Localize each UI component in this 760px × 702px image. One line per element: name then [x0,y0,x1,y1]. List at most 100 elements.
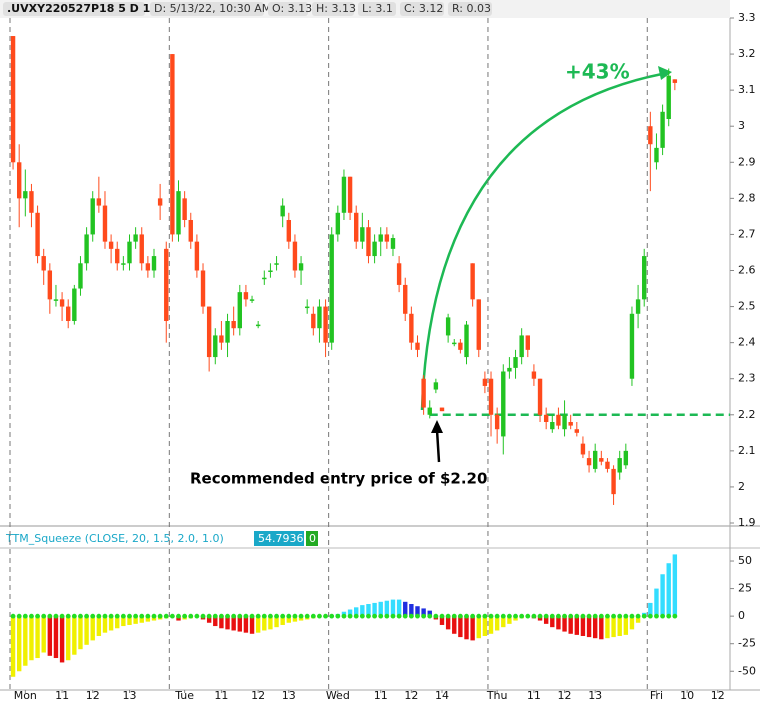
candle-body [537,378,543,415]
squeeze-dot [598,613,604,619]
squeeze-dot [41,613,47,619]
candle-body [139,234,144,264]
momentum-bar [648,602,653,617]
y-tick-label: 2.7 [738,227,756,240]
squeeze-dot [629,613,635,619]
squeeze-dot [261,613,267,619]
candle-body [525,335,530,350]
x-tick-label: Tue [174,689,194,702]
momentum-bar [292,616,298,622]
squeeze-dot [237,613,243,619]
candle-body [482,378,488,386]
squeeze-dot [549,613,555,619]
y-tick-label: 2.2 [738,408,756,421]
header-pill [358,2,396,16]
momentum-bar [35,616,40,659]
squeeze-dot [304,613,310,619]
squeeze-dot [127,613,132,619]
x-tick-label: 11 [55,689,69,702]
squeeze-dot [427,613,433,619]
y-tick-label: 2.1 [738,444,756,457]
squeeze-dot [335,613,341,619]
indicator-value-box [254,531,304,546]
momentum-bar [274,616,279,628]
squeeze-value: 0 [309,532,316,545]
squeeze-dot [415,613,420,619]
squeeze-dot [568,613,574,619]
candle-body [121,263,126,265]
candle-body [439,407,445,412]
squeeze-dot [292,613,298,619]
squeeze-dot [169,613,175,619]
squeeze-dot [611,613,616,619]
candle-body [629,313,635,379]
candle-body [311,313,316,329]
header-pill [448,2,492,16]
candle-body [415,342,420,350]
candle-body [72,288,77,321]
momentum-bar [347,609,353,617]
squeeze-dot [255,613,261,619]
momentum-bar [452,616,457,634]
y-tick-label: 2.6 [738,264,756,277]
candle-body [286,220,292,242]
candle-body [568,422,573,426]
squeeze-dot [433,613,439,619]
y-tick-label: 3.3 [738,11,756,24]
squeeze-dot [672,613,678,619]
y-tick-label: 2.9 [738,155,756,168]
momentum-bar [108,616,114,631]
squeeze-dot [513,613,518,619]
squeeze-dot [384,613,390,619]
candle-body [213,335,218,358]
momentum-bar [10,616,16,677]
candle-body [164,248,169,321]
candle-body [433,382,439,390]
candle-body [23,191,28,199]
indicator-title: TTM_Squeeze (CLOSE, 20, 1.5, 2.0, 1.0) [5,532,224,545]
squeeze-dot [47,613,53,619]
squeeze-dot [654,613,659,619]
x-tick-label: 12 [251,689,265,702]
header-pill [150,2,264,16]
y2-tick-label: 50 [738,554,752,567]
candle-body [84,234,89,264]
candle-body [623,450,629,466]
squeeze-dot [225,613,230,619]
squeeze-dot [231,613,237,619]
momentum-bar [237,616,242,632]
squeeze-dot [470,613,476,619]
squeeze-dot [402,613,408,619]
momentum-bar [476,616,481,639]
candle-body [90,198,95,235]
momentum-bar [96,616,102,636]
squeeze-dot [347,613,353,619]
x-tick-label: Mon [14,689,37,702]
momentum-bar [464,616,469,640]
momentum-bar [72,616,77,655]
squeeze-dot [500,613,506,619]
momentum-bar [574,616,580,635]
squeeze-dot [176,613,181,619]
candle-body [341,176,347,213]
momentum-bar [617,616,622,636]
momentum-bar [396,599,402,617]
momentum-bar [666,563,671,617]
momentum-bar [421,608,426,617]
momentum-bar [102,616,108,633]
momentum-bar [139,616,144,623]
momentum-bar [580,616,586,636]
header-field: R: 0.03 [452,2,491,15]
candle-body [519,335,524,358]
y2-tick-label: -50 [738,664,756,677]
squeeze-dot [323,613,328,619]
squeeze-dot [464,613,469,619]
candle-body [182,198,187,220]
momentum-bar [360,605,365,617]
momentum-bar [611,616,616,638]
momentum-bar [599,616,604,640]
momentum-bar [482,616,488,636]
squeeze-dot [317,613,322,619]
squeeze-dot [206,613,212,619]
header-field: H: 3.13 [316,2,356,15]
